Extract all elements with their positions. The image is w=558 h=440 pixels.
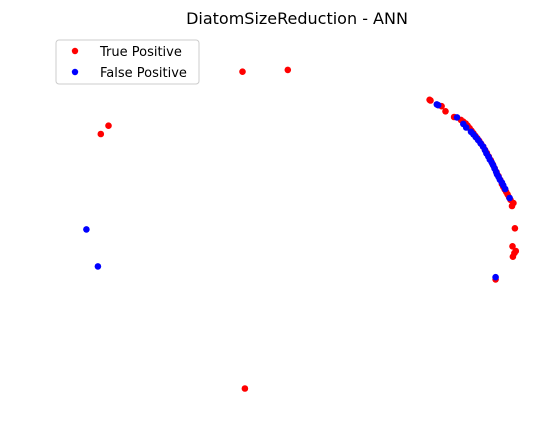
point-true-positive [97,130,105,138]
point-true-positive [284,66,292,74]
point-true-positive [239,68,246,75]
point-true-positive [442,108,449,115]
point-false-positive [506,194,513,202]
point-false-positive [462,124,470,131]
legend: True Positive False Positive [55,39,200,85]
point-true-positive [509,243,516,250]
point-true-positive [427,97,434,104]
legend-box [55,39,200,85]
point-false-positive [492,273,499,281]
legend-label-true-positive: True Positive [99,45,182,60]
point-true-positive [241,385,249,392]
point-true-positive [511,225,519,232]
legend-marker-false-positive [71,68,79,76]
point-false-positive [453,114,461,121]
point-false-positive [94,263,102,270]
point-false-positive [83,226,90,233]
point-true-positive [105,122,112,129]
point-false-positive [501,185,509,193]
chart-title: DiatomSizeReduction - ANN [186,9,408,28]
plot-area [83,66,520,392]
series-false-positive [83,101,513,281]
point-true-positive [509,253,517,260]
legend-label-false-positive: False Positive [100,66,187,81]
legend-marker-true-positive [71,47,79,55]
point-true-positive [508,202,516,210]
point-false-positive [434,101,442,109]
point-true-positive [512,247,520,255]
